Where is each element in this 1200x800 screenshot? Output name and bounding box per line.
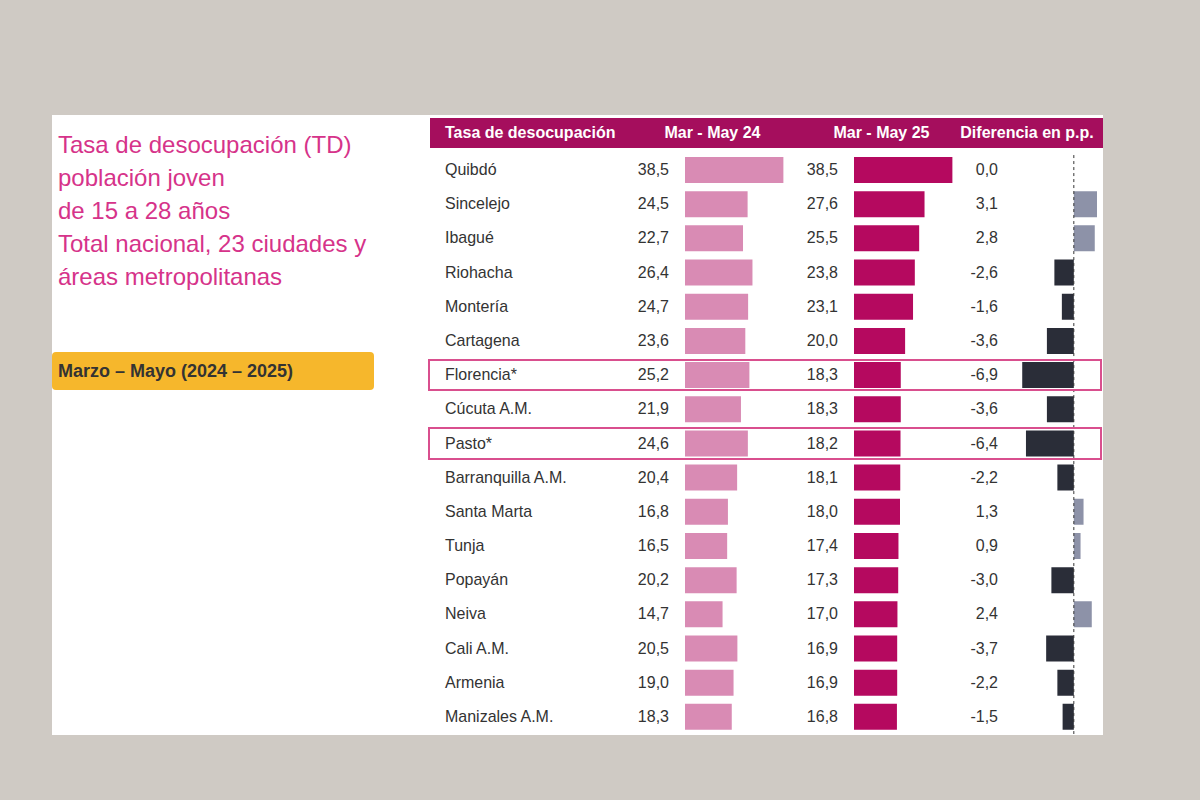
svg-text:-6,9: -6,9 <box>970 366 998 383</box>
svg-text:Manizales A.M.: Manizales A.M. <box>445 708 553 725</box>
svg-text:17,0: 17,0 <box>807 605 838 622</box>
svg-text:Florencia*: Florencia* <box>445 366 517 383</box>
svg-text:0,0: 0,0 <box>976 161 998 178</box>
svg-text:21,9: 21,9 <box>638 400 669 417</box>
svg-text:Pasto*: Pasto* <box>445 435 492 452</box>
svg-text:20,0: 20,0 <box>807 332 838 349</box>
svg-text:Tunja: Tunja <box>445 537 485 554</box>
svg-text:24,7: 24,7 <box>638 298 669 315</box>
svg-text:16,9: 16,9 <box>807 640 838 657</box>
svg-text:Cartagena: Cartagena <box>445 332 520 349</box>
svg-text:24,5: 24,5 <box>638 195 669 212</box>
svg-text:Quibdó: Quibdó <box>445 161 497 178</box>
svg-text:Cúcuta A.M.: Cúcuta A.M. <box>445 400 532 417</box>
svg-text:Armenia: Armenia <box>445 674 505 691</box>
html-text:Tasa de desocupación (TD) pobl: Tasa de desocupación (TD) población jove… <box>58 131 367 290</box>
svg-text:27,6: 27,6 <box>807 195 838 212</box>
svg-text:18,3: 18,3 <box>807 400 838 417</box>
svg-text:Neiva: Neiva <box>445 605 486 622</box>
svg-text:20,5: 20,5 <box>638 640 669 657</box>
svg-text:-3,7: -3,7 <box>970 640 998 657</box>
svg-text:3,1: 3,1 <box>976 195 998 212</box>
svg-text:38,5: 38,5 <box>638 161 669 178</box>
svg-text:18,0: 18,0 <box>807 503 838 520</box>
html-text:Diferencia en p.p.: Diferencia en p.p. <box>960 124 1094 141</box>
svg-text:38,5: 38,5 <box>807 161 838 178</box>
svg-text:-2,2: -2,2 <box>970 469 998 486</box>
html-text:Mar - May 24: Mar - May 24 <box>664 124 761 141</box>
svg-text:-1,5: -1,5 <box>970 708 998 725</box>
svg-text:Barranquilla A.M.: Barranquilla A.M. <box>445 469 567 486</box>
svg-text:16,5: 16,5 <box>638 537 669 554</box>
svg-text:Riohacha: Riohacha <box>445 264 513 281</box>
svg-text:17,3: 17,3 <box>807 571 838 588</box>
svg-text:2,8: 2,8 <box>976 229 998 246</box>
svg-text:18,3: 18,3 <box>638 708 669 725</box>
svg-text:-3,6: -3,6 <box>970 400 998 417</box>
svg-text:-3,6: -3,6 <box>970 332 998 349</box>
svg-text:17,4: 17,4 <box>807 537 838 554</box>
svg-text:-1,6: -1,6 <box>970 298 998 315</box>
html-text:Marzo – Mayo (2024 – 2025): Marzo – Mayo (2024 – 2025) <box>58 360 294 381</box>
svg-text:Cali A.M.: Cali A.M. <box>445 640 509 657</box>
svg-text:14,7: 14,7 <box>638 605 669 622</box>
svg-text:Montería: Montería <box>445 298 508 315</box>
svg-text:Ibagué: Ibagué <box>445 229 494 246</box>
svg-text:25,2: 25,2 <box>638 366 669 383</box>
svg-text:-2,2: -2,2 <box>970 674 998 691</box>
svg-text:23,8: 23,8 <box>807 264 838 281</box>
svg-text:18,3: 18,3 <box>807 366 838 383</box>
svg-text:16,8: 16,8 <box>638 503 669 520</box>
html-text:Tasa de desocupación: Tasa de desocupación <box>445 124 616 141</box>
svg-text:-6,4: -6,4 <box>970 435 998 452</box>
svg-text:-2,6: -2,6 <box>970 264 998 281</box>
svg-text:Popayán: Popayán <box>445 571 508 588</box>
svg-text:18,1: 18,1 <box>807 469 838 486</box>
svg-text:24,6: 24,6 <box>638 435 669 452</box>
svg-text:2,4: 2,4 <box>976 605 998 622</box>
svg-text:Sincelejo: Sincelejo <box>445 195 510 212</box>
svg-text:23,1: 23,1 <box>807 298 838 315</box>
svg-text:18,2: 18,2 <box>807 435 838 452</box>
svg-text:16,8: 16,8 <box>807 708 838 725</box>
svg-text:-3,0: -3,0 <box>970 571 998 588</box>
svg-text:1,3: 1,3 <box>976 503 998 520</box>
svg-text:0,9: 0,9 <box>976 537 998 554</box>
svg-text:20,4: 20,4 <box>638 469 669 486</box>
svg-text:20,2: 20,2 <box>638 571 669 588</box>
svg-text:19,0: 19,0 <box>638 674 669 691</box>
svg-text:22,7: 22,7 <box>638 229 669 246</box>
html-text:Mar - May 25: Mar - May 25 <box>833 124 930 141</box>
svg-text:23,6: 23,6 <box>638 332 669 349</box>
svg-text:25,5: 25,5 <box>807 229 838 246</box>
svg-text:16,9: 16,9 <box>807 674 838 691</box>
svg-text:26,4: 26,4 <box>638 264 669 281</box>
svg-text:Santa Marta: Santa Marta <box>445 503 532 520</box>
